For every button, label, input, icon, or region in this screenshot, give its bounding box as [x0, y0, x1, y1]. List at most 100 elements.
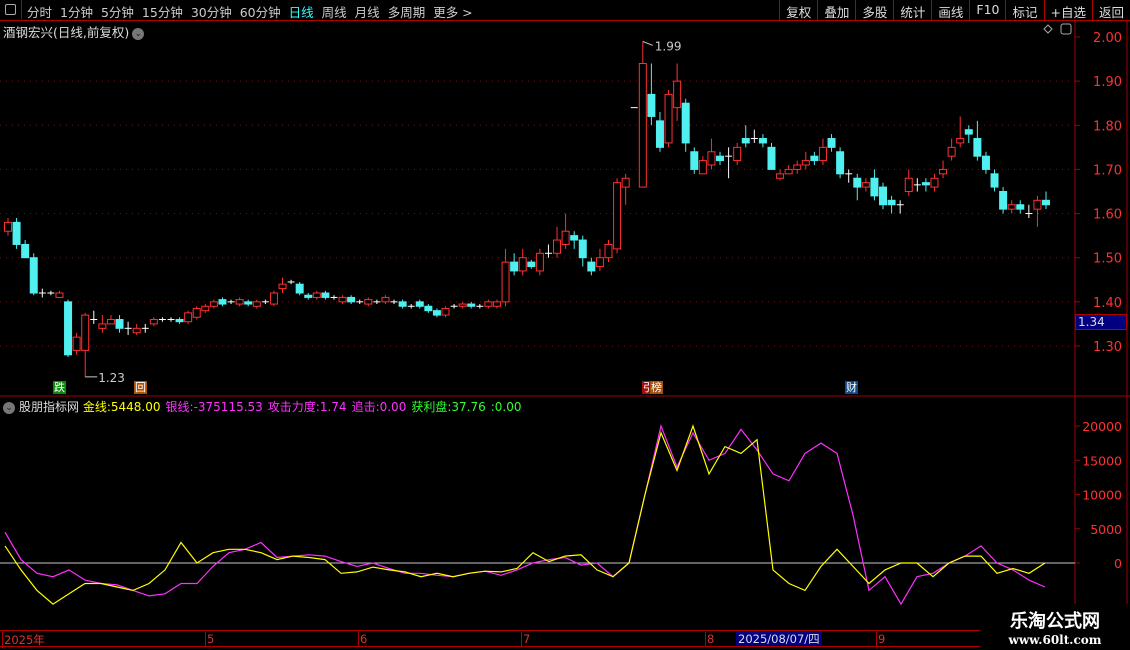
signal-marker[interactable]: 跌 — [53, 381, 66, 394]
candle — [304, 293, 313, 300]
toolbar-button-8[interactable]: 返回 — [1091, 0, 1130, 20]
candle-body — [304, 294, 313, 298]
candle — [793, 160, 802, 174]
candle — [55, 290, 64, 298]
tab-period-5[interactable]: 60分钟 — [239, 5, 281, 20]
toolbar-button-4[interactable]: 画线 — [931, 0, 969, 20]
signal-marker[interactable]: 财 — [845, 381, 858, 394]
signal-marker[interactable]: 榜 — [650, 381, 663, 394]
candle-body — [570, 235, 579, 241]
indicator-item-5: :0.00 — [491, 400, 522, 414]
candle — [913, 178, 921, 192]
candle — [613, 178, 622, 254]
candle-body — [501, 261, 510, 303]
candle-body — [527, 261, 536, 268]
date-label: 8 — [705, 632, 715, 646]
candle — [175, 317, 184, 324]
indicator-tick-label: 0 — [1114, 556, 1122, 571]
candle-body — [492, 301, 501, 307]
tab-period-2[interactable]: 5分钟 — [100, 5, 134, 20]
candle — [64, 299, 73, 358]
candle — [106, 315, 115, 325]
tab-period-4[interactable]: 30分钟 — [190, 5, 232, 20]
candle — [750, 129, 758, 143]
period-tabs: 分时 1分钟 5分钟 15分钟 30分钟 60分钟 日线 周线 月线 多周期 更多 > — [27, 2, 473, 21]
tab-period-8[interactable]: 月线 — [354, 5, 380, 20]
toolbar-button-2[interactable]: 多股 — [855, 0, 893, 20]
top-toolbar: 分时 1分钟 5分钟 15分钟 30分钟 60分钟 日线 周线 月线 多周期 更多 > 复权 叠加 多股… — [0, 0, 1130, 21]
candle-body — [398, 301, 407, 307]
candle-body — [690, 151, 699, 170]
panel-toggle-button[interactable] — [0, 0, 22, 19]
chevron-down-icon[interactable]: ⌄ — [132, 27, 145, 40]
candle-body — [664, 93, 673, 144]
signal-marker[interactable]: 回 — [134, 381, 147, 394]
candle — [587, 257, 596, 276]
diamond-icon[interactable] — [1043, 24, 1053, 34]
candle — [570, 231, 579, 249]
candle — [227, 299, 235, 305]
watermark-title: 乐淘公式网 — [1010, 611, 1100, 632]
selected-date: 2025/08/07/四 — [736, 631, 822, 646]
candle — [561, 213, 570, 249]
candle-body — [698, 160, 707, 175]
candle-body — [381, 296, 390, 303]
chevron-down-icon[interactable]: ⌄ — [3, 401, 15, 414]
tab-period-7[interactable]: 周线 — [321, 5, 347, 20]
candle — [836, 147, 845, 179]
panel-icon[interactable] — [1060, 23, 1072, 35]
candle — [810, 151, 819, 166]
toolbar-button-7[interactable]: +自选 — [1043, 0, 1092, 20]
candle — [278, 277, 287, 294]
high-price-label: 1.99 — [655, 39, 682, 53]
toolbar-button-6[interactable]: 标记 — [1005, 0, 1043, 20]
indicator-value: -375115.53 — [193, 400, 263, 414]
toolbar-button-5[interactable]: F10 — [969, 0, 1005, 20]
indicator-value: 5448.00 — [110, 400, 161, 414]
current-price-label: 1.34 — [1075, 314, 1127, 330]
indicator-label: : — [490, 400, 495, 414]
candle — [98, 315, 107, 333]
candle-body — [364, 299, 373, 305]
candle — [295, 281, 304, 296]
candle — [356, 299, 364, 305]
tab-period-3[interactable]: 15分钟 — [141, 5, 183, 20]
candle-body — [1042, 199, 1050, 206]
candle-body — [252, 301, 261, 307]
candle-body — [1033, 199, 1042, 210]
candle-body — [561, 230, 570, 245]
tab-period-10[interactable]: 更多 > — [433, 5, 473, 20]
candle — [818, 138, 827, 166]
toolbar-button-3[interactable]: 统计 — [893, 0, 931, 20]
candle — [535, 248, 544, 276]
candle — [492, 299, 501, 309]
candle-body — [175, 318, 184, 323]
candle-body — [132, 327, 141, 334]
toolbar-button-0[interactable]: 复权 — [779, 0, 817, 20]
tab-period-0[interactable]: 分时 — [27, 5, 53, 20]
tab-period-9[interactable]: 多周期 — [387, 5, 426, 20]
candle — [544, 244, 552, 258]
candle — [527, 259, 536, 269]
candle — [553, 226, 562, 258]
tab-period-1[interactable]: 1分钟 — [60, 5, 93, 20]
candle-body — [818, 146, 827, 162]
candle-body — [595, 257, 604, 268]
candle — [184, 310, 193, 324]
candle — [930, 173, 939, 192]
indicator-tick-label: 10000 — [1082, 488, 1122, 503]
candle-body — [578, 239, 587, 259]
candle — [141, 323, 149, 333]
candle — [235, 297, 244, 307]
toolbar-button-1[interactable]: 叠加 — [817, 0, 855, 20]
chart-title: 酒钢宏兴(日线,前复权) ⌄ — [3, 22, 145, 41]
candle-body — [956, 138, 965, 144]
candle-body — [441, 307, 450, 316]
indicator-name[interactable]: 股朋指标网 — [19, 400, 80, 414]
candle — [698, 156, 707, 175]
date-label: 5 — [205, 632, 215, 646]
candle — [209, 299, 218, 309]
indicator-tick-label: 20000 — [1082, 419, 1122, 434]
tab-period-6[interactable]: 日线 — [288, 5, 314, 20]
